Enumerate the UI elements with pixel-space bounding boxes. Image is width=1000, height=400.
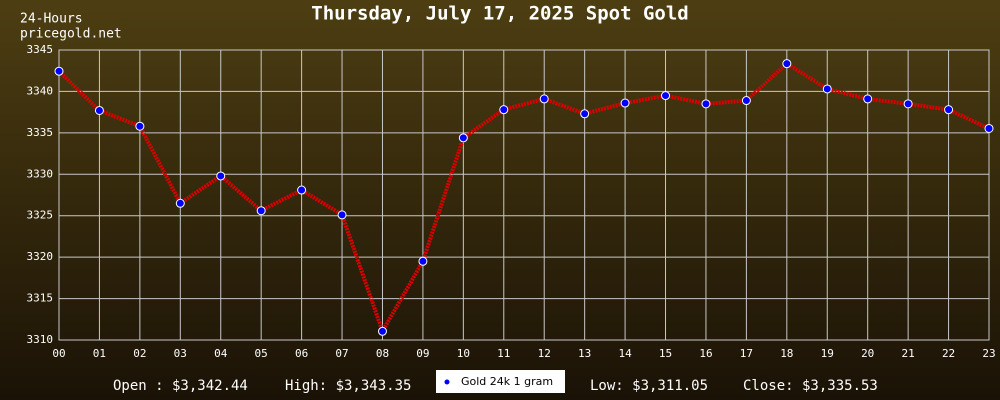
data-point (175, 198, 185, 208)
x-tick-label: 18 (780, 347, 793, 360)
data-point (94, 105, 104, 115)
x-tick-label: 19 (821, 347, 834, 360)
x-tick-label: 08 (376, 347, 389, 360)
data-point (458, 133, 468, 143)
x-tick-label: 01 (93, 347, 106, 360)
data-point (580, 109, 590, 119)
data-point (822, 84, 832, 94)
legend-label: Gold 24k 1 gram (461, 375, 553, 388)
x-tick-label: 06 (295, 347, 308, 360)
y-tick-label: 3345 (27, 43, 54, 56)
data-point (984, 123, 994, 133)
y-tick-label: 3325 (27, 209, 54, 222)
x-tick-label: 12 (538, 347, 551, 360)
stat: Low: $3,311.05 (590, 378, 708, 394)
x-tick-label: 20 (861, 347, 874, 360)
corner-text: pricegold.net (20, 27, 122, 42)
data-point (782, 59, 792, 69)
data-point (216, 171, 226, 181)
x-tick-label: 04 (214, 347, 228, 360)
x-tick-label: 00 (52, 347, 65, 360)
x-tick-label: 15 (659, 347, 672, 360)
x-tick-label: 21 (902, 347, 915, 360)
stat: Close: $3,335.53 (743, 378, 878, 394)
data-point (944, 105, 954, 115)
x-tick-label: 09 (416, 347, 429, 360)
data-point (499, 105, 509, 115)
stat: High: $3,343.35 (285, 378, 411, 394)
legend (436, 370, 565, 393)
chart-title: Thursday, July 17, 2025 Spot Gold (311, 3, 689, 25)
x-tick-label: 16 (699, 347, 712, 360)
data-point (863, 94, 873, 104)
data-point (620, 98, 630, 108)
data-point (418, 256, 428, 266)
legend-marker (444, 379, 450, 385)
y-tick-label: 3335 (27, 126, 54, 139)
data-point (903, 99, 913, 109)
x-tick-label: 03 (174, 347, 187, 360)
x-tick-label: 11 (497, 347, 510, 360)
data-line (57, 61, 990, 337)
x-tick-label: 22 (942, 347, 955, 360)
data-point (337, 210, 347, 220)
data-point (539, 94, 549, 104)
data-point (297, 185, 307, 195)
data-point (256, 206, 266, 216)
x-tick-label: 05 (255, 347, 268, 360)
x-tick-label: 14 (618, 347, 632, 360)
data-point (741, 96, 751, 106)
x-tick-label: 13 (578, 347, 591, 360)
data-point (701, 99, 711, 109)
data-point (135, 121, 145, 131)
x-tick-label: 07 (335, 347, 348, 360)
stat: Open : $3,342.44 (113, 378, 248, 394)
y-tick-label: 3315 (27, 292, 54, 305)
y-tick-label: 3340 (27, 84, 54, 97)
data-point (54, 66, 64, 76)
y-tick-label: 3310 (27, 333, 54, 346)
x-tick-label: 10 (457, 347, 470, 360)
plot: 3310 3315 3320 3325 3330 3335 3340 3345 00 01 02 03… (27, 43, 996, 360)
data-point (661, 91, 671, 101)
x-tick-label: 17 (740, 347, 753, 360)
data-point (377, 326, 387, 336)
x-tick-label: 23 (982, 347, 995, 360)
corner-text: 24-Hours (20, 12, 83, 27)
x-tick-label: 02 (133, 347, 146, 360)
y-tick-label: 3320 (27, 250, 54, 263)
y-tick-label: 3330 (27, 167, 54, 180)
